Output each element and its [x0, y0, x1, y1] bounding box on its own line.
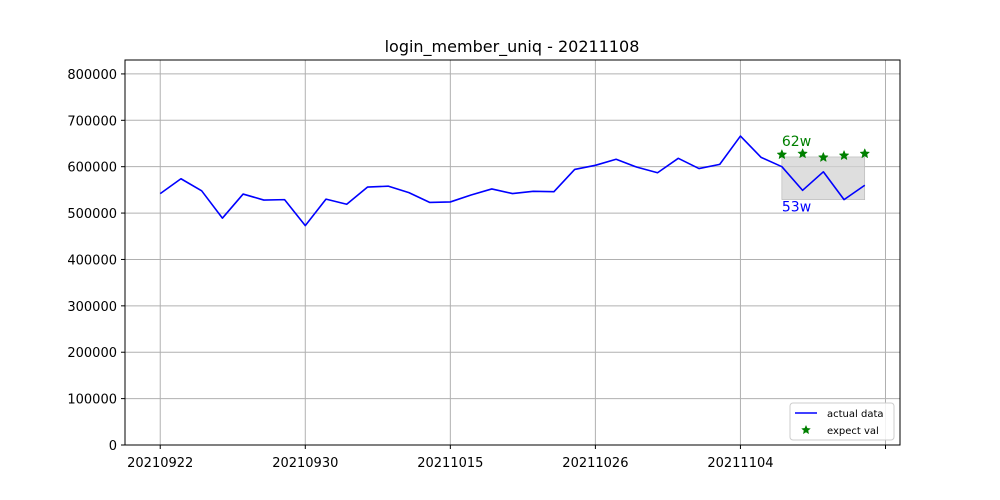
- x-tick-label: 20211104: [707, 456, 773, 471]
- y-tick-label: 400000: [67, 253, 117, 268]
- y-tick-label: 300000: [67, 300, 117, 315]
- plot-frame: [124, 59, 901, 446]
- y-tick-label: 500000: [67, 207, 117, 222]
- actual-data-line: [159, 135, 866, 227]
- annotation-label: 53w: [782, 200, 811, 216]
- y-tick-label: 0: [109, 439, 117, 454]
- y-tick-label: 700000: [67, 114, 117, 129]
- expect-val-point: [776, 148, 788, 160]
- legend-label-expect: expect val: [827, 426, 879, 437]
- expect-val-point: [797, 148, 808, 159]
- annotation-layer: 62w 53w: [782, 134, 811, 216]
- y-tick-label: 100000: [67, 393, 117, 408]
- series-layer: [159, 135, 871, 227]
- annotation-label: 62w: [782, 134, 811, 150]
- x-tick-label: 20210930: [272, 456, 338, 471]
- x-tick-label: 20211026: [562, 456, 628, 471]
- y-axis: 0 100000 200000 300000 400000 500000 600000 700…: [67, 68, 125, 454]
- expect-val-point: [859, 148, 871, 159]
- grid-lines: [125, 60, 900, 446]
- expect-val-point: [838, 149, 850, 161]
- x-axis: 20210922 20210930 20211015 20211026 20211104: [127, 445, 886, 471]
- y-tick-label: 200000: [67, 346, 117, 361]
- x-tick-label: 20210922: [127, 456, 193, 471]
- legend-star-swatch: [801, 424, 811, 435]
- y-tick-label: 600000: [67, 161, 117, 176]
- x-tick-label: 20211015: [417, 456, 483, 471]
- chart-title: login_member_uniq - 20211108: [385, 37, 640, 57]
- expect-val-point: [817, 151, 829, 162]
- y-tick-label: 800000: [67, 68, 117, 83]
- legend: actual data expect val: [789, 402, 895, 441]
- legend-label-actual: actual data: [827, 409, 884, 420]
